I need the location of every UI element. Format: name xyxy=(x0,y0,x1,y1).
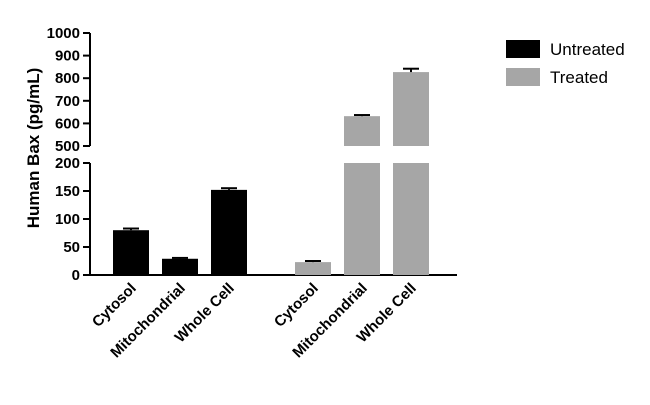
y-upper-tick-label: 900 xyxy=(55,48,80,65)
y-upper-tick-label: 800 xyxy=(55,70,80,87)
bar xyxy=(113,230,149,275)
bar-group xyxy=(295,260,331,275)
bar-group xyxy=(113,227,149,275)
y-lower-tick-label: 150 xyxy=(55,183,80,200)
bar xyxy=(295,262,331,275)
bar xyxy=(211,189,247,275)
y-lower-tick-label: 50 xyxy=(63,239,80,256)
legend-label: Untreated xyxy=(550,40,625,59)
y-lower-tick-label: 0 xyxy=(72,267,80,284)
legend: Untreated Treated xyxy=(506,40,625,87)
y-lower-tick-label: 200 xyxy=(55,155,80,172)
bar-group xyxy=(393,67,429,275)
y-upper-tick-label: 500 xyxy=(55,138,80,155)
y-upper-tick-label: 700 xyxy=(55,93,80,110)
bar-upper-segment xyxy=(393,72,429,146)
bar-lower-segment xyxy=(393,163,429,275)
bar-upper-segment xyxy=(344,116,380,146)
bar-group xyxy=(211,187,247,275)
legend-label: Treated xyxy=(550,68,608,87)
y-upper-tick-label: 1000 xyxy=(47,25,80,42)
legend-swatch xyxy=(506,40,540,58)
y-upper-tick-label: 600 xyxy=(55,115,80,132)
y-axis-label: Human Bax (pg/mL) xyxy=(24,68,43,229)
bar-lower-segment xyxy=(344,163,380,275)
legend-swatch xyxy=(506,68,540,86)
bar-group xyxy=(344,114,380,275)
bars xyxy=(113,67,429,275)
bar xyxy=(162,258,198,275)
y-lower-tick-label: 100 xyxy=(55,211,80,228)
bar-group xyxy=(162,256,198,275)
